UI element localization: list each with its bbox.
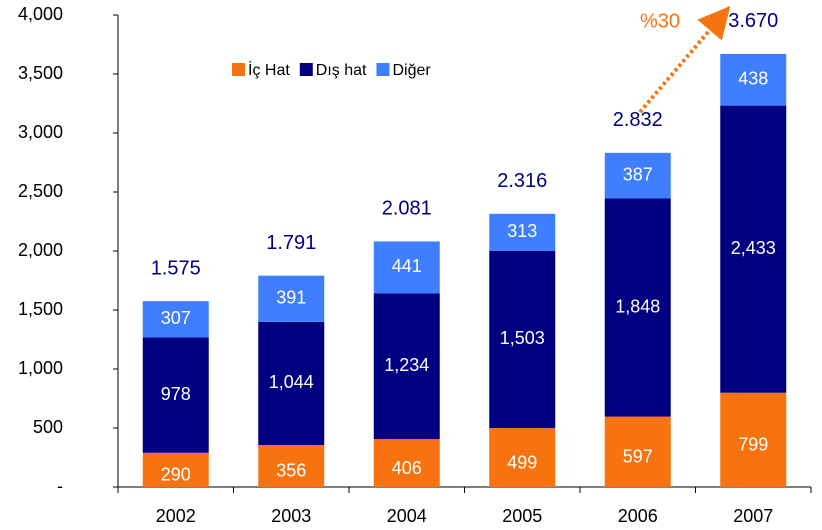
bar-segment — [489, 213, 556, 251]
y-tick-label: 1,500 — [18, 299, 63, 319]
value-label: 441 — [392, 256, 422, 276]
bar-segment — [604, 416, 671, 487]
x-tick-label: 2006 — [618, 506, 658, 526]
x-tick-label: 2003 — [271, 506, 311, 526]
total-label: 3.670 — [728, 10, 778, 32]
bar-segment — [720, 53, 787, 106]
y-tick-label: 3,500 — [18, 63, 63, 83]
bar-segment — [258, 321, 325, 445]
bar-segment — [373, 293, 440, 440]
x-tick-label: 2005 — [502, 506, 542, 526]
y-tick-label: 3,000 — [18, 122, 63, 142]
annotation: %30 — [640, 10, 680, 32]
x-tick-label: 2007 — [733, 506, 773, 526]
total-label: 2.081 — [382, 198, 432, 220]
bar-segment — [142, 452, 209, 487]
value-label: 307 — [161, 308, 191, 328]
value-label: 1,848 — [615, 296, 660, 316]
bar-segment — [604, 152, 671, 199]
y-tick-label: - — [57, 476, 63, 496]
y-tick-label: 2,500 — [18, 181, 63, 201]
bar-segment — [258, 444, 325, 487]
total-label: 1.791 — [266, 232, 316, 254]
bar-segment — [258, 275, 325, 322]
legend-label: Dış hat — [316, 62, 367, 79]
value-label: 438 — [738, 69, 768, 89]
value-label: 391 — [276, 287, 306, 307]
total-label: 1.575 — [151, 257, 201, 279]
bar-segment — [142, 301, 209, 338]
value-label: 356 — [276, 461, 306, 481]
y-tick-label: 500 — [33, 417, 63, 437]
legend-swatch — [299, 63, 313, 76]
value-label: 290 — [161, 465, 191, 485]
total-label: 2.316 — [497, 170, 547, 192]
value-label: 313 — [507, 221, 537, 241]
total-label: 2.832 — [613, 109, 663, 131]
value-label: 1,234 — [384, 355, 429, 375]
value-label: 387 — [623, 164, 653, 184]
legend-label: Diğer — [392, 62, 431, 79]
legend-label: İç Hat — [248, 60, 290, 79]
bar-segment — [142, 337, 209, 453]
bar-segment — [373, 439, 440, 487]
legend-swatch — [376, 63, 390, 76]
value-label: 1,503 — [500, 328, 545, 348]
legend-swatch — [232, 63, 245, 76]
value-label: 406 — [392, 458, 422, 478]
bar-segment — [373, 241, 440, 294]
bar-segment — [604, 198, 671, 417]
bar-segment — [720, 392, 787, 487]
bar-segment — [720, 105, 787, 393]
bar-segment — [489, 250, 556, 429]
x-tick-label: 2004 — [387, 506, 427, 526]
y-tick-label: 4,000 — [18, 4, 63, 24]
y-tick-label: 2,000 — [18, 240, 63, 260]
y-tick-label: 1,000 — [18, 358, 63, 378]
value-label: 1,044 — [269, 372, 314, 392]
x-tick-label: 2002 — [156, 506, 196, 526]
growth-arrow — [638, 5, 731, 114]
value-label: 2,433 — [731, 238, 776, 258]
value-label: 978 — [161, 384, 191, 404]
value-label: 799 — [738, 435, 768, 455]
value-label: 499 — [507, 452, 537, 472]
value-label: 597 — [623, 447, 653, 467]
bar-segment — [489, 428, 556, 487]
